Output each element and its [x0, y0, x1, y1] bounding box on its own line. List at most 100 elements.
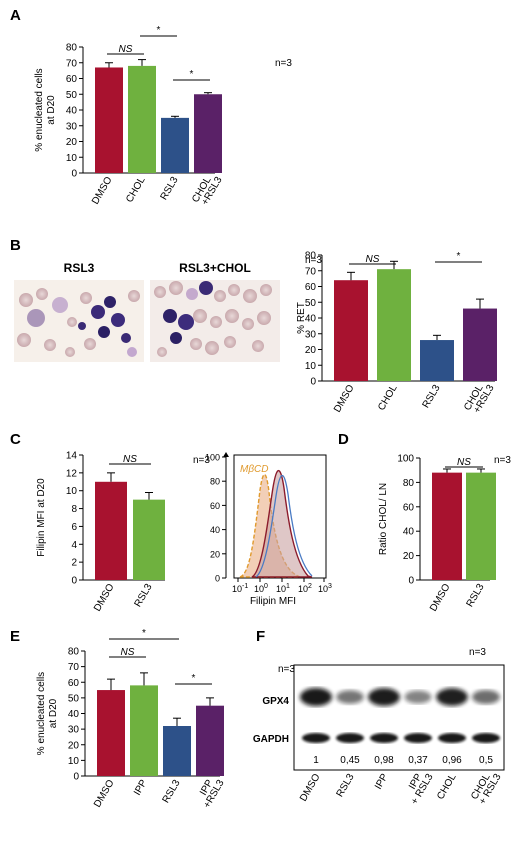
blot-ratios: 1 0,45 0,98 0,37 0,96 0,5: [313, 755, 493, 766]
y-tick-label: 10: [66, 486, 78, 497]
hist-y-tick-label: 100: [205, 453, 220, 463]
category-label: DMSO: [92, 778, 117, 810]
bar: [95, 67, 123, 173]
y-tick-label: 6: [71, 522, 77, 533]
significance-label: NS: [123, 454, 137, 465]
significance-label: *: [192, 673, 196, 684]
gapdh-band: [302, 733, 330, 743]
significance-label: *: [157, 25, 161, 36]
y-tick-label: 20: [403, 551, 415, 562]
y-tick-label: 80: [68, 647, 80, 658]
panel-label-d: D: [338, 431, 349, 448]
gpx4-band: [300, 688, 332, 706]
n-label: n=3: [494, 455, 511, 466]
y-tick-label: 50: [66, 90, 78, 101]
blot-row-label-gapdh: GAPDH: [253, 734, 289, 745]
y-tick-label: 80: [305, 251, 317, 262]
cell: [128, 290, 140, 302]
cell: [65, 347, 75, 357]
y-tick-label: 0: [71, 169, 77, 180]
y-tick-label: 70: [305, 266, 317, 277]
y-tick-label: 20: [66, 137, 78, 148]
gpx4-band: [336, 690, 364, 704]
cell: [127, 347, 137, 357]
y-tick-label: 14: [66, 451, 78, 462]
cell: [36, 288, 48, 300]
bar: [420, 340, 454, 381]
y-axis-label: Filipin MFI at D20: [36, 478, 47, 557]
y-tick-label: 0: [71, 576, 77, 587]
cell: [243, 289, 257, 303]
blot-lane-label: DMSO: [298, 772, 323, 804]
bar: [432, 472, 462, 580]
cell-cluster: [154, 281, 272, 357]
hist-y-tick-label: 0: [215, 574, 220, 584]
y-tick-label: 60: [68, 678, 80, 689]
y-tick-label: 8: [71, 504, 77, 515]
bar: [95, 481, 127, 580]
blot-frame: [293, 664, 505, 771]
y-tick-label: 40: [68, 709, 80, 720]
bar: [97, 690, 125, 776]
y-tick-label: 80: [403, 478, 415, 489]
micrograph-label-right: RSL3+CHOL: [179, 261, 251, 275]
y-tick-label: 50: [305, 298, 317, 309]
category-label: DMSO: [90, 175, 115, 207]
cell: [186, 288, 198, 300]
chart-panel-c: 0 2 4 6 8 10 12 14 Filipin MFI at D20 DMSO RSL3 n=3…: [36, 451, 210, 614]
cell: [52, 297, 68, 313]
nucleus: [91, 305, 105, 319]
chart-panel-a: 0 10 20 30 40 50 60 70 80 % enucleated cells at D2…: [34, 25, 292, 207]
hist-y-tick-label: 60: [210, 501, 220, 511]
gpx4-band: [404, 690, 432, 704]
gapdh-band: [336, 733, 364, 743]
blot-row-label-gpx4: GPX4: [262, 696, 289, 707]
y-tick-label: 20: [305, 345, 317, 356]
cell: [44, 339, 56, 351]
bar: [196, 705, 224, 776]
category-label: DMSO: [428, 582, 453, 614]
y-tick-label: 0: [310, 377, 316, 388]
cell: [205, 341, 219, 355]
histogram-y-ticks: 0 20 40 60 80 100: [205, 453, 226, 584]
cell: [257, 311, 271, 325]
hist-y-tick-label: 20: [210, 549, 220, 559]
bar: [130, 685, 158, 776]
hist-x-tick-exponent: 1: [286, 583, 290, 590]
y-tick-label: 30: [68, 725, 80, 736]
cell: [214, 290, 226, 302]
y-tick-label: 20: [68, 740, 80, 751]
hist-x-tick-label: 102: [298, 583, 312, 594]
gpx4-band: [436, 688, 468, 706]
category-label: RSL3: [159, 175, 181, 203]
y-tick-label: 10: [66, 153, 78, 164]
n-label: n=3: [278, 664, 295, 675]
nucleus: [121, 333, 131, 343]
blot-ratio-value: 0,98: [374, 755, 394, 766]
y-tick-label: 2: [71, 558, 77, 569]
blot-lane-label: RSL3: [335, 772, 357, 800]
cell: [225, 309, 239, 323]
y-axis-label: % enucleated cells: [34, 68, 45, 151]
cell: [224, 336, 236, 348]
cell: [190, 338, 202, 350]
y-tick-label: 40: [305, 314, 317, 325]
gpx4-band: [368, 688, 400, 706]
panel-label-c: C: [10, 431, 21, 448]
y-tick-label: 60: [403, 502, 415, 513]
cell: [260, 284, 272, 296]
panel-label-f: F: [256, 628, 265, 645]
cell: [169, 281, 183, 295]
hist-x-tick-label: 100: [254, 583, 268, 594]
y-axis-label: at D20: [48, 698, 59, 728]
nucleus: [104, 296, 116, 308]
hist-x-tick-exponent: 3: [328, 583, 332, 590]
y-tick-label: 80: [66, 43, 78, 54]
nucleus: [170, 332, 182, 344]
y-axis-label: % RET: [296, 302, 307, 334]
nucleus: [163, 309, 177, 323]
cell: [27, 309, 45, 327]
micrograph-label-left: RSL3: [64, 261, 95, 275]
hist-y-tick-label: 40: [210, 525, 220, 535]
blot-ratio-value: 1: [313, 755, 319, 766]
